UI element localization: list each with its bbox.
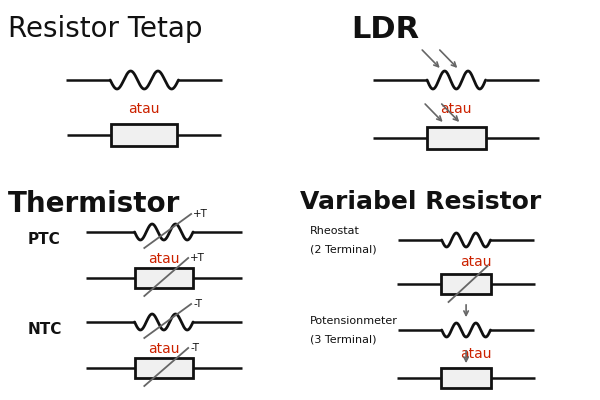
Text: -T: -T <box>190 343 199 353</box>
Bar <box>111 124 178 146</box>
Text: (2 Terminal): (2 Terminal) <box>310 244 377 254</box>
Text: +T: +T <box>190 253 205 263</box>
Text: NTC: NTC <box>28 322 62 338</box>
Bar <box>441 274 491 294</box>
Text: PTC: PTC <box>28 232 60 248</box>
Bar <box>134 358 193 378</box>
Text: Variabel Resistor: Variabel Resistor <box>301 190 542 214</box>
Text: Thermistor: Thermistor <box>8 190 180 218</box>
Text: Potensionmeter: Potensionmeter <box>310 316 398 326</box>
Bar <box>134 268 193 288</box>
Text: atau: atau <box>128 102 160 116</box>
Text: Rheostat: Rheostat <box>310 226 360 236</box>
Text: atau: atau <box>440 102 472 116</box>
Text: -T: -T <box>193 299 202 309</box>
Bar <box>441 368 491 388</box>
Text: +T: +T <box>193 209 208 219</box>
Text: atau: atau <box>148 252 179 266</box>
Text: Resistor Tetap: Resistor Tetap <box>8 15 202 43</box>
Text: atau: atau <box>148 342 179 356</box>
Text: atau: atau <box>460 347 491 361</box>
Text: LDR: LDR <box>351 15 419 44</box>
Text: atau: atau <box>460 255 491 269</box>
Bar <box>427 127 485 149</box>
Text: (3 Terminal): (3 Terminal) <box>310 334 377 344</box>
